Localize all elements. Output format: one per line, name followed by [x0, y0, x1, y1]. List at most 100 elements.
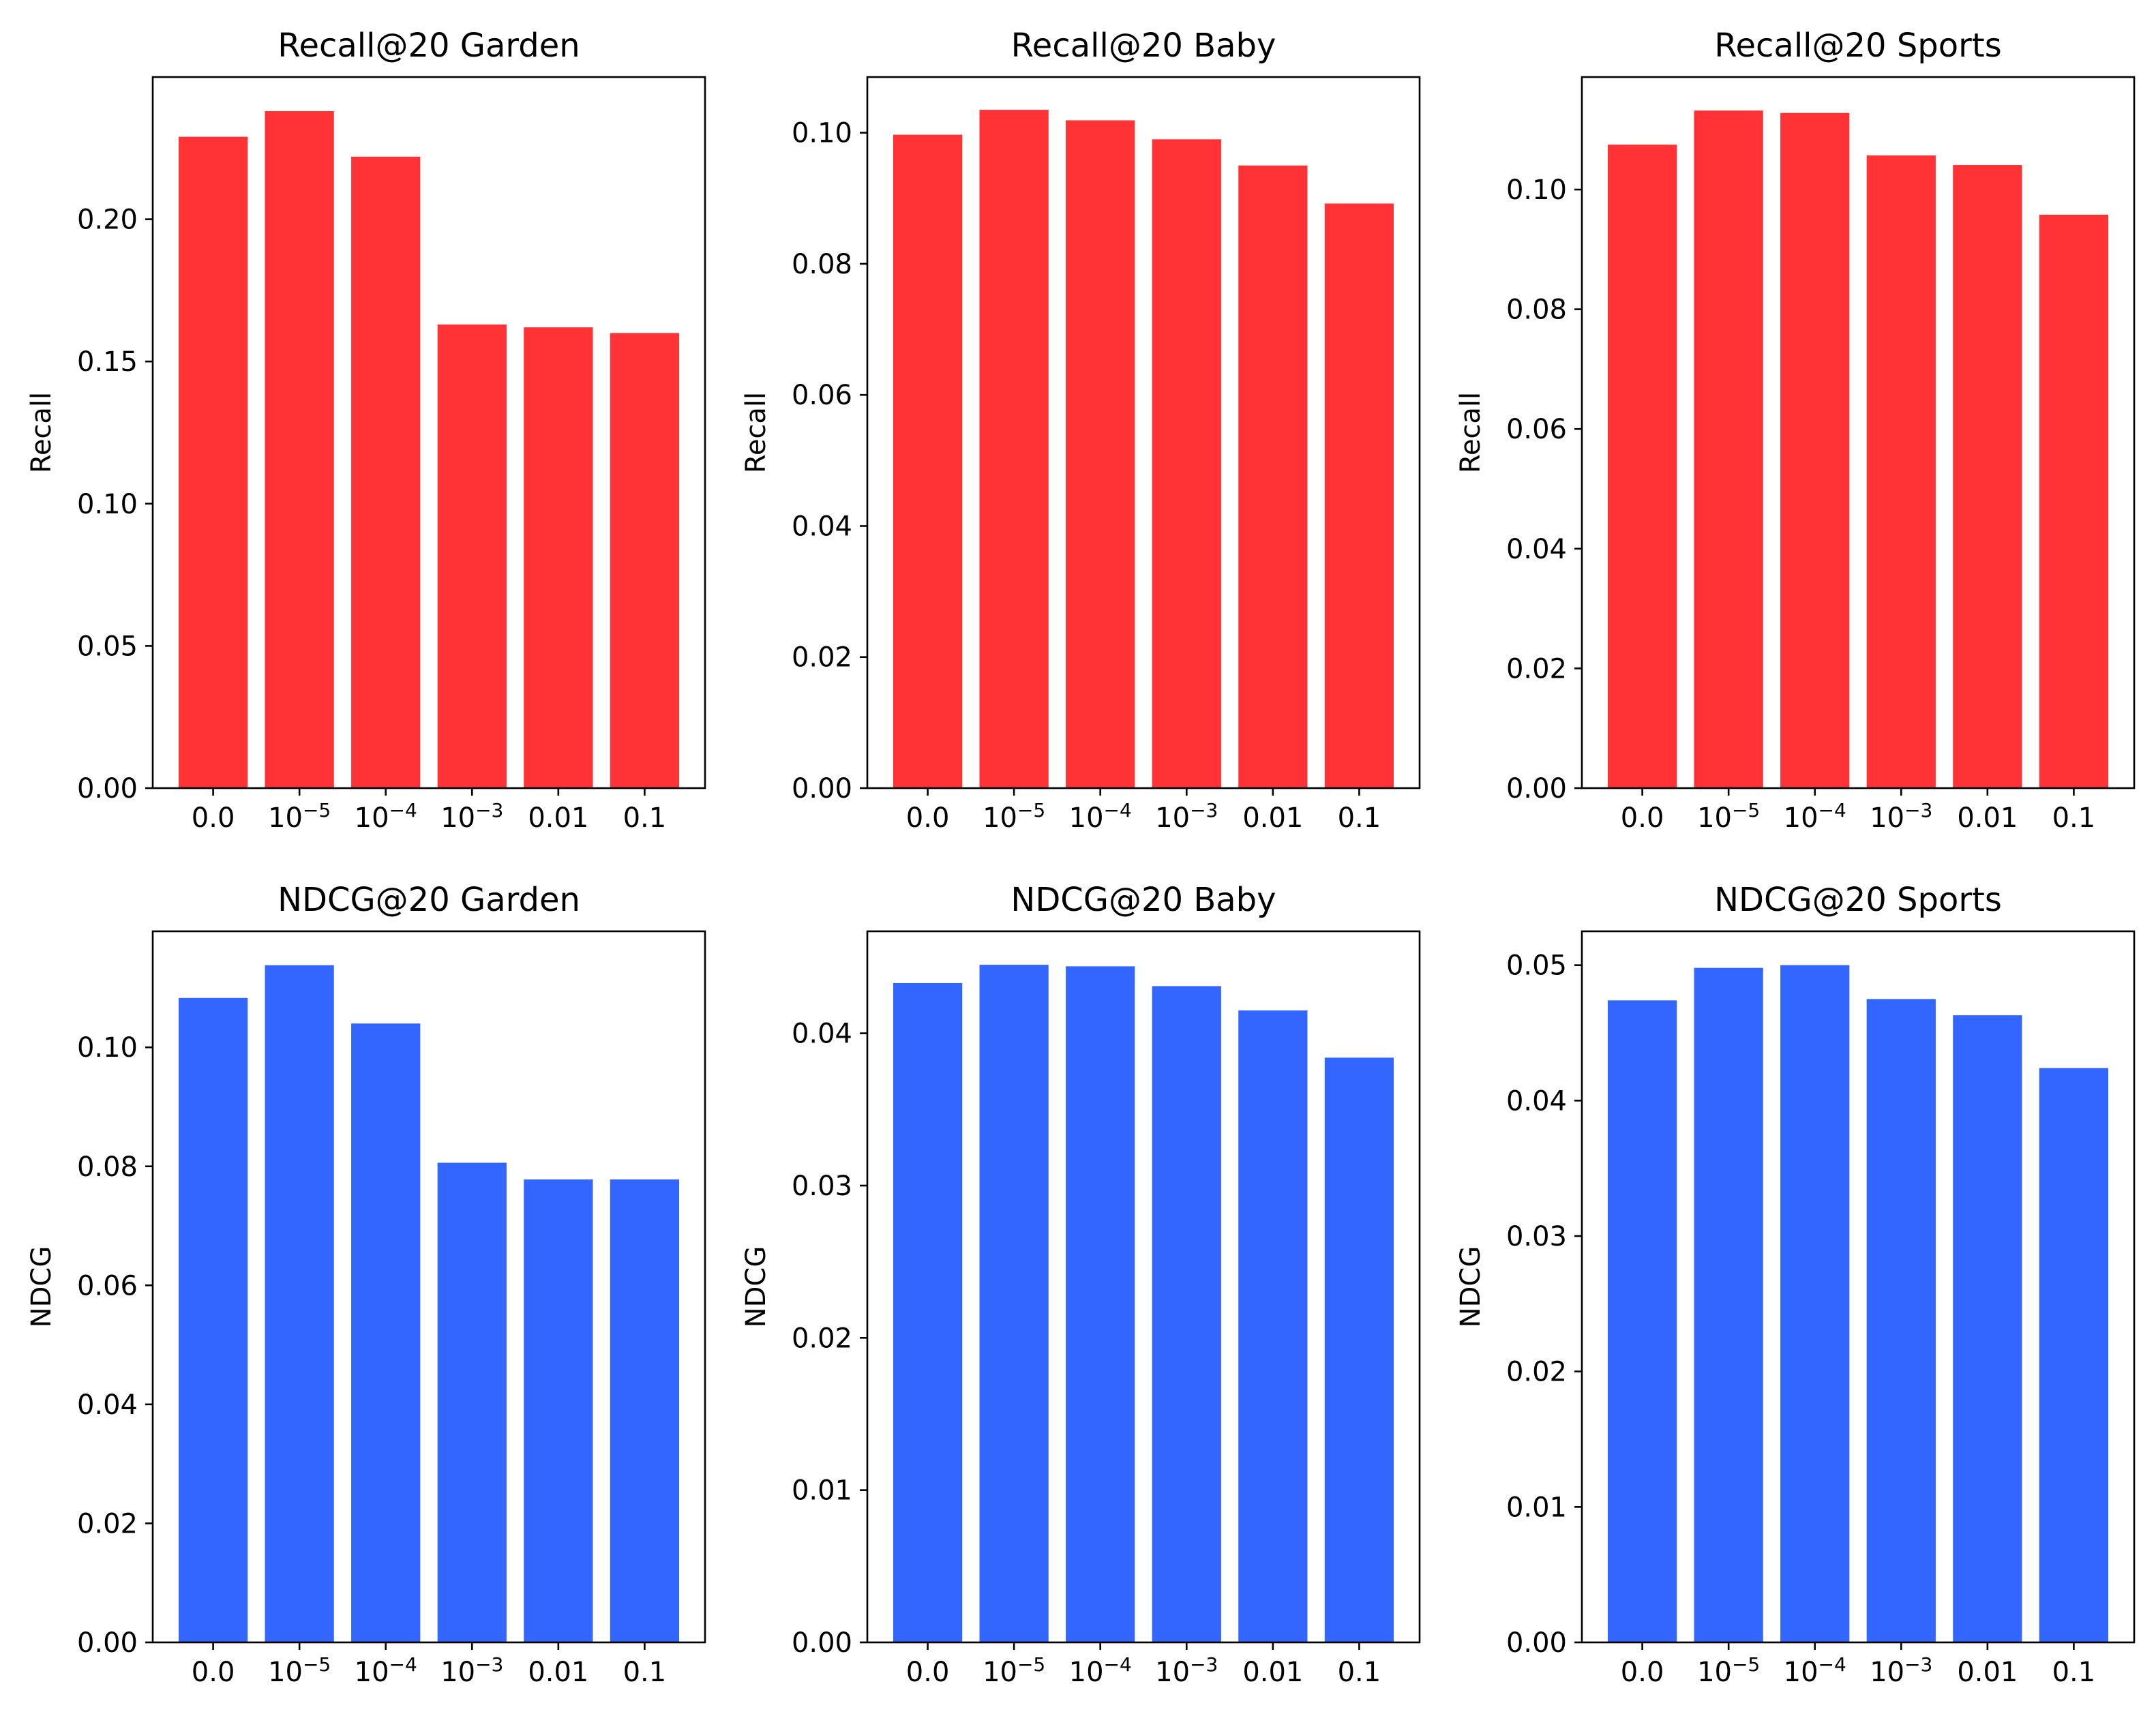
bar-ndcg-20-garden-2	[351, 1023, 421, 1642]
ytick-label-ndcg-20-sports-2: 0.02	[1506, 1357, 1567, 1388]
xtick-label-ndcg-20-garden-3: 10−3	[440, 1653, 503, 1688]
xtick-label-recall-20-baby-5: 0.1	[1338, 802, 1381, 834]
ytick-label-recall-20-sports-4: 0.08	[1506, 295, 1567, 326]
ytick-label-ndcg-20-baby-4: 0.04	[792, 1019, 852, 1050]
ytick-label-recall-20-garden-1: 0.05	[77, 631, 138, 662]
ylabel-ndcg-20-baby: NDCG	[740, 1246, 772, 1328]
xtick-label-ndcg-20-garden-5: 0.1	[623, 1657, 667, 1688]
ytick-label-recall-20-baby-1: 0.02	[792, 642, 852, 674]
xtick-label-recall-20-sports-1: 10−5	[1697, 799, 1760, 834]
ytick-label-ndcg-20-sports-0: 0.00	[1506, 1627, 1567, 1659]
bar-ndcg-20-sports-2	[1780, 965, 1850, 1642]
chart-title-ndcg-20-sports: NDCG@20 Sports	[1714, 881, 2002, 919]
xtick-label-ndcg-20-sports-1: 10−5	[1697, 1653, 1760, 1688]
xtick-label-recall-20-sports-2: 10−4	[1784, 799, 1846, 834]
xtick-label-recall-20-garden-3: 10−3	[440, 799, 503, 834]
bar-ndcg-20-sports-5	[2039, 1068, 2109, 1642]
bar-recall-20-baby-1	[979, 110, 1049, 788]
ytick-label-recall-20-sports-5: 0.10	[1506, 175, 1567, 206]
xtick-label-ndcg-20-baby-4: 0.01	[1242, 1657, 1303, 1688]
ytick-label-recall-20-baby-5: 0.10	[792, 118, 852, 149]
bar-recall-20-sports-5	[2039, 214, 2109, 788]
chart-title-ndcg-20-baby: NDCG@20 Baby	[1010, 881, 1276, 919]
bar-recall-20-baby-4	[1238, 165, 1308, 788]
axes-frame-ndcg-20-baby	[866, 930, 1421, 1644]
xtick-label-ndcg-20-garden-4: 0.01	[528, 1657, 588, 1688]
ytick-label-ndcg-20-sports-1: 0.01	[1506, 1492, 1567, 1523]
bar-ndcg-20-garden-0	[178, 997, 248, 1642]
chart-title-recall-20-garden: Recall@20 Garden	[278, 27, 580, 65]
bar-ndcg-20-sports-0	[1607, 1000, 1677, 1642]
xtick-label-ndcg-20-baby-3: 10−3	[1155, 1653, 1218, 1688]
xtick-label-ndcg-20-sports-2: 10−4	[1784, 1653, 1846, 1688]
xtick-label-recall-20-sports-5: 0.1	[2052, 802, 2096, 834]
xtick-label-recall-20-baby-0: 0.0	[906, 802, 950, 834]
bar-recall-20-garden-5	[610, 333, 680, 789]
ytick-label-ndcg-20-baby-3: 0.03	[792, 1171, 852, 1202]
ytick-label-recall-20-garden-3: 0.15	[77, 346, 138, 378]
bar-ndcg-20-baby-5	[1324, 1057, 1394, 1642]
xtick-label-recall-20-sports-3: 10−3	[1870, 799, 1932, 834]
ytick-label-ndcg-20-garden-1: 0.02	[77, 1508, 138, 1539]
axes-frame-ndcg-20-garden	[151, 930, 706, 1644]
chart-recall-20-garden: 0.00 0.05 0.10 0.15 0.20 0.0 10−5 10−4 10−3 0.01 0…	[26, 27, 706, 834]
ytick-label-recall-20-sports-1: 0.02	[1506, 653, 1567, 684]
axes-frame-ndcg-20-sports	[1581, 930, 2136, 1644]
ytick-label-ndcg-20-garden-3: 0.06	[77, 1270, 138, 1301]
xtick-label-recall-20-baby-1: 10−5	[983, 799, 1045, 834]
bar-ndcg-20-garden-3	[437, 1162, 507, 1642]
ytick-label-ndcg-20-garden-0: 0.00	[77, 1627, 138, 1659]
xtick-label-recall-20-garden-5: 0.1	[623, 802, 667, 834]
xtick-label-ndcg-20-baby-5: 0.1	[1338, 1657, 1381, 1688]
ytick-label-ndcg-20-baby-1: 0.01	[792, 1475, 852, 1507]
bar-ndcg-20-baby-3	[1152, 986, 1221, 1642]
xtick-label-recall-20-sports-0: 0.0	[1621, 802, 1664, 834]
bar-recall-20-sports-2	[1780, 112, 1850, 788]
bar-ndcg-20-garden-1	[265, 965, 334, 1642]
ytick-label-recall-20-baby-2: 0.04	[792, 511, 852, 542]
bar-recall-20-baby-2	[1066, 120, 1135, 788]
ylabel-ndcg-20-garden: NDCG	[26, 1246, 57, 1328]
bar-recall-20-baby-3	[1152, 139, 1221, 788]
bar-ndcg-20-baby-4	[1238, 1010, 1308, 1642]
axes-frame-recall-20-baby	[866, 76, 1421, 789]
chart-title-recall-20-sports: Recall@20 Sports	[1714, 27, 2001, 65]
xtick-label-recall-20-garden-4: 0.01	[528, 802, 588, 834]
chart-title-recall-20-baby: Recall@20 Baby	[1011, 27, 1276, 65]
chart-ndcg-20-garden: 0.00 0.02 0.04 0.06 0.08 0.10 0.0 10−5 10−4 10−3 0…	[26, 881, 706, 1688]
ylabel-recall-20-baby: Recall	[740, 392, 772, 473]
chart-recall-20-baby: 0.00 0.02 0.04 0.06 0.08 0.10 0.0 10−5 10−4 10−3 0…	[740, 27, 1421, 834]
bar-ndcg-20-sports-3	[1866, 999, 1936, 1642]
chart-ndcg-20-sports: 0.00 0.01 0.02 0.03 0.04 0.05 0.0 10−5 10−4 10−3 0…	[1455, 881, 2136, 1688]
ytick-label-recall-20-garden-2: 0.10	[77, 489, 138, 520]
chart-recall-20-sports: 0.00 0.02 0.04 0.06 0.08 0.10 0.0 10−5 10−4 10−3 0…	[1455, 27, 2136, 834]
xtick-label-recall-20-baby-2: 10−4	[1069, 799, 1132, 834]
bar-recall-20-garden-1	[265, 111, 334, 788]
xtick-label-ndcg-20-sports-4: 0.01	[1957, 1657, 2018, 1688]
bar-ndcg-20-baby-0	[893, 982, 963, 1642]
ytick-label-recall-20-baby-4: 0.08	[792, 249, 852, 280]
bar-recall-20-sports-1	[1694, 110, 1763, 788]
chart-title-ndcg-20-garden: NDCG@20 Garden	[278, 881, 580, 919]
ytick-label-recall-20-garden-4: 0.20	[77, 205, 138, 236]
bar-ndcg-20-baby-2	[1066, 966, 1135, 1642]
axes-frame-recall-20-garden	[151, 76, 706, 789]
bar-ndcg-20-sports-1	[1694, 967, 1763, 1642]
bar-recall-20-sports-4	[1953, 165, 2022, 788]
bar-ndcg-20-sports-4	[1953, 1015, 2022, 1642]
bar-ndcg-20-baby-1	[979, 965, 1049, 1642]
ytick-label-ndcg-20-baby-2: 0.02	[792, 1323, 852, 1354]
bar-recall-20-garden-2	[351, 156, 421, 788]
xtick-label-ndcg-20-garden-2: 10−4	[355, 1653, 417, 1688]
chart-ndcg-20-baby: 0.00 0.01 0.02 0.03 0.04 0.0 10−5 10−4 10−3 0.01 0…	[740, 881, 1421, 1688]
ytick-label-ndcg-20-sports-3: 0.03	[1506, 1221, 1567, 1252]
ytick-label-recall-20-baby-3: 0.06	[792, 380, 852, 411]
ytick-label-ndcg-20-garden-2: 0.04	[77, 1389, 138, 1421]
ytick-label-ndcg-20-sports-4: 0.04	[1506, 1085, 1567, 1117]
bar-recall-20-baby-0	[893, 134, 963, 789]
bar-recall-20-garden-3	[437, 324, 507, 789]
ylabel-ndcg-20-sports: NDCG	[1455, 1246, 1486, 1328]
xtick-label-ndcg-20-sports-0: 0.0	[1621, 1657, 1664, 1688]
xtick-label-recall-20-garden-1: 10−5	[268, 799, 331, 834]
xtick-label-recall-20-sports-4: 0.01	[1957, 802, 2018, 834]
